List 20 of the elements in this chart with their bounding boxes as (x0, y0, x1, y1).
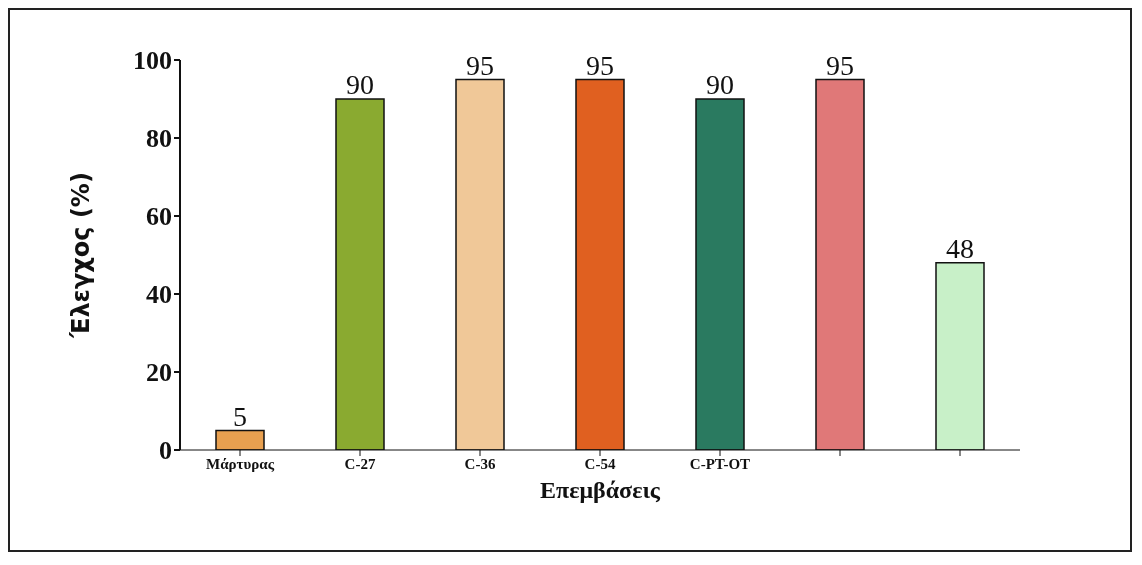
y-tick-label: 60 (146, 202, 172, 232)
x-axis-title: Επεμβάσεις (540, 477, 661, 503)
y-tick-label: 80 (146, 124, 172, 154)
y-tick-label: 20 (146, 358, 172, 388)
data-label: 95 (586, 49, 614, 81)
data-label: 95 (826, 49, 854, 81)
x-tick-label: C-27 (344, 455, 376, 472)
data-label: 90 (346, 69, 374, 100)
x-tick-label: C-PT-OT (689, 455, 751, 472)
data-label: 48 (946, 232, 974, 264)
y-axis-title: Έλεγχος (%) (66, 172, 95, 339)
x-tick-label: C-54 (584, 455, 616, 472)
x-tick-label: Μάρτυρας (206, 455, 275, 472)
x-tick-label: C-36 (464, 455, 496, 472)
data-label: 90 (706, 69, 734, 100)
y-tick-label: 0 (159, 436, 172, 466)
y-tick-label: 40 (146, 280, 172, 310)
data-label: 5 (233, 400, 247, 432)
y-tick-label: 100 (133, 46, 172, 76)
data-label: 95 (466, 49, 494, 81)
